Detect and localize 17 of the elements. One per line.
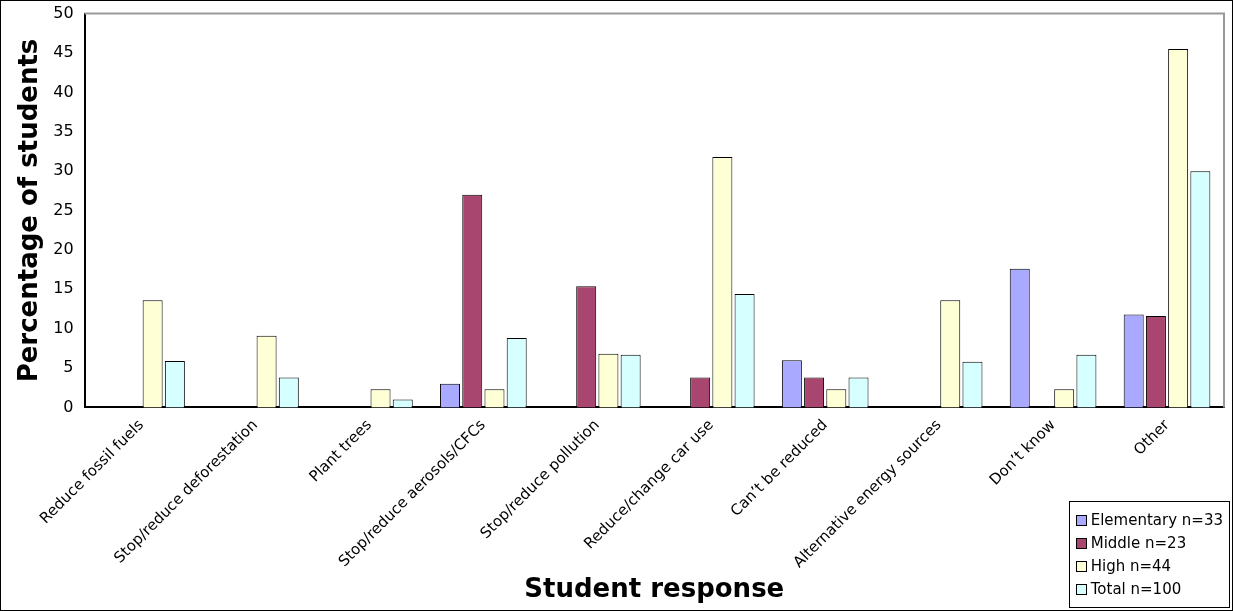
y-tick-label: 45 [53, 42, 74, 62]
y-axis-title: Percentage of students [13, 38, 44, 383]
y-tick-label: 25 [53, 199, 74, 219]
legend-label: Elementary n=33 [1090, 511, 1223, 529]
legend-label: High n=44 [1090, 557, 1172, 575]
y-tick-label: 15 [53, 278, 74, 298]
legend-label: Middle n=23 [1090, 534, 1187, 552]
y-tick-label: 30 [53, 160, 74, 180]
x-axis-title: Student response [524, 573, 785, 604]
legend-label: Total n=100 [1090, 580, 1182, 598]
y-tick-label: 0 [63, 396, 74, 416]
y-tick-label: 35 [53, 120, 74, 140]
y-tick-label: 40 [53, 81, 74, 101]
y-tick-label: 50 [53, 2, 74, 22]
y-tick-label: 20 [53, 239, 74, 259]
y-tick-label: 10 [53, 317, 74, 337]
y-tick-label: 5 [63, 357, 74, 377]
